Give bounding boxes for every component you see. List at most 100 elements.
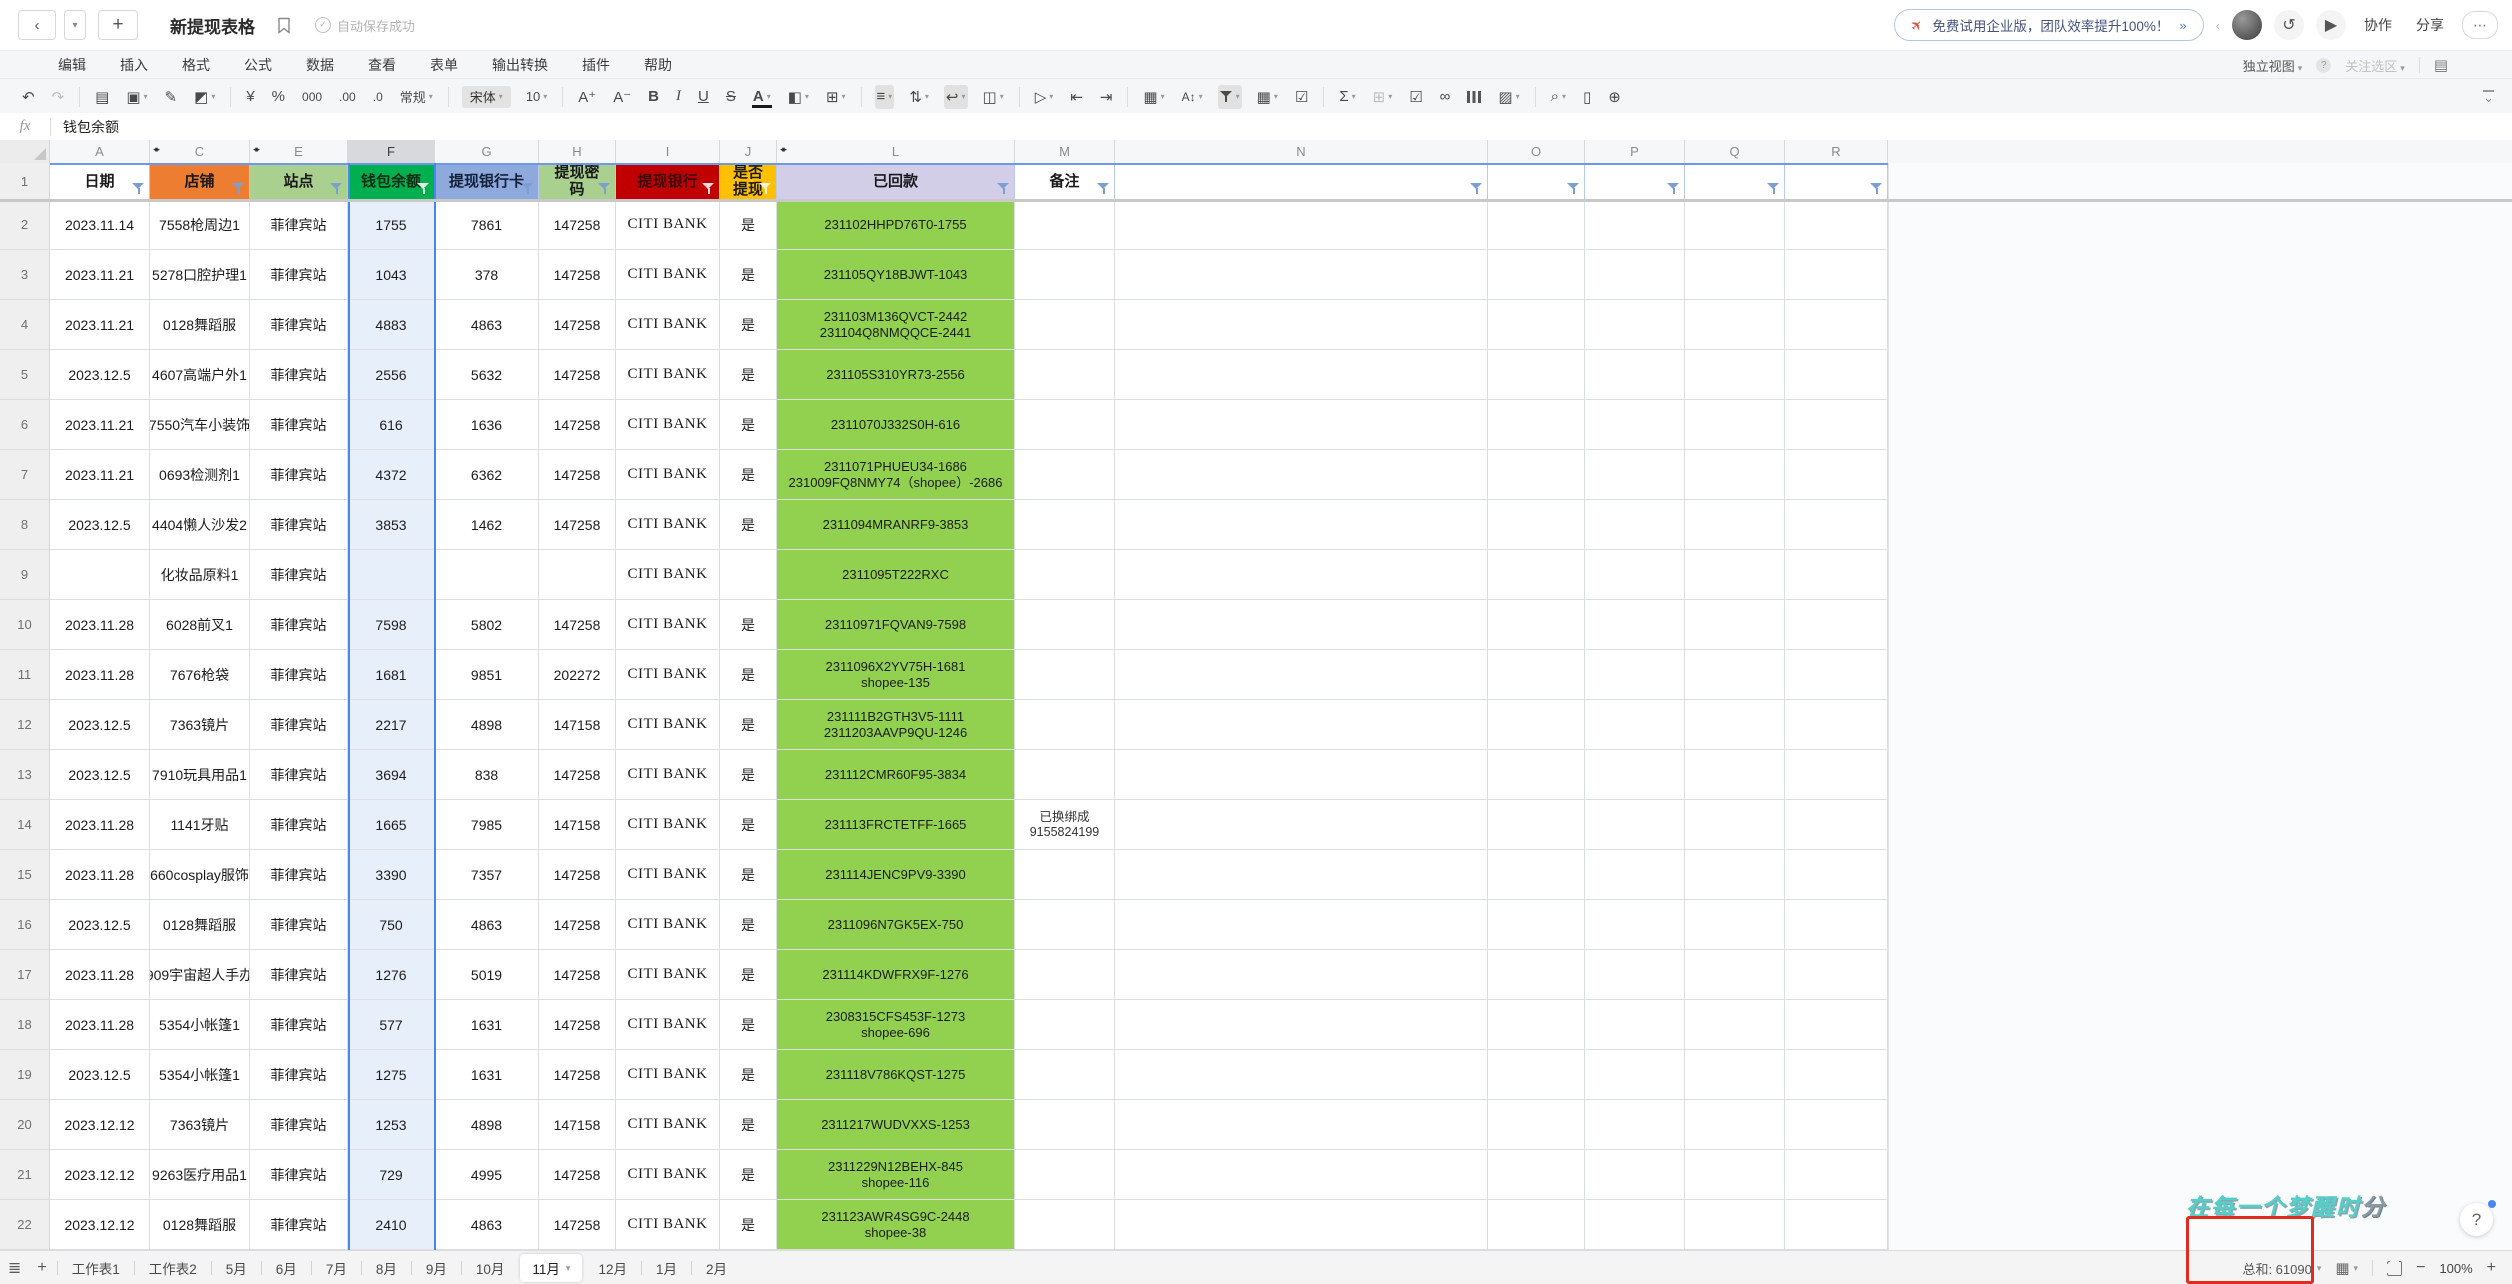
cell-L21[interactable]: 2311229N12BEHX-845 shopee-116 [777,1150,1015,1200]
cell-J11[interactable]: 是 [720,650,777,700]
borders-button[interactable]: ⊞ ▾ [825,88,846,106]
cell-P2[interactable] [1585,200,1685,250]
help-badge-icon[interactable]: ? [2316,57,2332,73]
sheet-tab-8月[interactable]: 8月 [375,1262,397,1277]
menu-view[interactable]: 查看 [368,57,396,73]
menu-export-convert[interactable]: 输出转换 [492,57,548,73]
column-header-C[interactable]: C ◂▸ [150,140,260,163]
cell-E3[interactable]: 菲律宾站 [250,250,348,300]
cell-N9[interactable] [1115,550,1488,600]
cell-G19[interactable]: 1631 [435,1050,539,1100]
cell-O21[interactable] [1488,1150,1585,1200]
cell-Q16[interactable] [1685,900,1785,950]
cell-L9[interactable]: 2311095T222RXC [777,550,1015,600]
cell-A10[interactable]: 2023.11.28 [50,600,150,650]
cell-G15[interactable]: 7357 [435,850,539,900]
cell-N18[interactable] [1115,1000,1488,1050]
zoom-in-button[interactable]: + [2486,1259,2496,1276]
cell-C11[interactable]: 7676枪袋 [150,650,250,700]
cell-R22[interactable] [1785,1200,1888,1250]
cell-I16[interactable]: CITI BANK [616,900,720,950]
cell-E9[interactable]: 菲律宾站 [250,550,348,600]
cell-A12[interactable]: 2023.12.5 [50,700,150,750]
sheet-tab-1月[interactable]: 1月 [655,1262,677,1277]
cell-I14[interactable]: CITI BANK [616,800,720,850]
comment-panel-icon[interactable]: ▤ [2433,57,2448,74]
cell-P8[interactable] [1585,500,1685,550]
cell-L2[interactable]: 231102HHPD76T0-1755 [777,200,1015,250]
promo-banner[interactable]: ✈ 免费试用企业版，团队效率提升100%！ » [1893,9,2204,41]
redo-button[interactable]: ↷ [51,88,65,106]
cell-G9[interactable] [435,550,539,600]
cell-P22[interactable] [1585,1200,1685,1250]
cell-G16[interactable]: 4863 [435,900,539,950]
column-header-G[interactable]: G [435,140,539,163]
cell-N5[interactable] [1115,350,1488,400]
cell-R13[interactable] [1785,750,1888,800]
cell-P12[interactable] [1585,700,1685,750]
menu-help[interactable]: 帮助 [644,57,672,73]
avatar[interactable] [2232,10,2262,40]
cell-G7[interactable]: 6362 [435,450,539,500]
cell-E8[interactable]: 菲律宾站 [250,500,348,550]
cell-M6[interactable] [1015,400,1115,450]
cell-M21[interactable] [1015,1150,1115,1200]
cell-G14[interactable]: 7985 [435,800,539,850]
sheet-tab-9月[interactable]: 9月 [425,1262,447,1277]
cell-M4[interactable] [1015,300,1115,350]
cell-M10[interactable] [1015,600,1115,650]
cell-N21[interactable] [1115,1150,1488,1200]
format-painter-button[interactable]: ✎ [164,88,178,106]
cell-O4[interactable] [1488,300,1585,350]
horizontal-align-button[interactable]: ≡ ▾ [874,84,895,109]
find-replace-button[interactable]: ⌕ ▾ [1550,88,1566,105]
cell-M14[interactable]: 已换绑成 9155824199 [1015,800,1115,850]
cell-H6[interactable]: 147258 [539,400,616,450]
cell-L14[interactable]: 231113FRCTETFF-1665 [777,800,1015,850]
filter-button[interactable]: ▾ [1217,84,1242,109]
sheet-tab-工作表1[interactable]: 工作表1 [71,1262,120,1277]
row-header-8[interactable]: 8 [0,500,50,550]
fill-color-button[interactable]: ◧ ▾ [787,88,809,106]
font-size-dropdown[interactable]: 10 ▾ [525,89,548,104]
cell-A18[interactable]: 2023.11.28 [50,1000,150,1050]
cell-C12[interactable]: 7363镜片 [150,700,250,750]
filter-funnel-icon[interactable] [1097,183,1110,195]
column-header-O[interactable]: O [1488,140,1585,163]
cell-J3[interactable]: 是 [720,250,777,300]
cell-A13[interactable]: 2023.12.5 [50,750,150,800]
cell-F15[interactable]: 3390 [348,850,435,900]
cell-L17[interactable]: 231114KDWFRX9F-1276 [777,950,1015,1000]
cell-H10[interactable]: 147258 [539,600,616,650]
cell-I22[interactable]: CITI BANK [616,1200,720,1250]
cell-P17[interactable] [1585,950,1685,1000]
cell-C14[interactable]: 1141牙贴 [150,800,250,850]
cell-C16[interactable]: 0128舞蹈服 [150,900,250,950]
cell-H12[interactable]: 147158 [539,700,616,750]
column-header-H[interactable]: H [539,140,616,163]
cell-Q7[interactable] [1685,450,1785,500]
cell-N20[interactable] [1115,1100,1488,1150]
cell-E11[interactable]: 菲律宾站 [250,650,348,700]
hidden-columns-indicator[interactable]: ◂▸ [252,144,260,154]
cell-E20[interactable]: 菲律宾站 [250,1100,348,1150]
freeze-panes-button[interactable]: ▦ ▾ [1143,88,1165,106]
zoom-out-button[interactable]: − [2416,1259,2426,1276]
cell-P20[interactable] [1585,1100,1685,1150]
row-header-11[interactable]: 11 [0,650,50,700]
cell-R21[interactable] [1785,1150,1888,1200]
cell-C1[interactable]: 店铺 [150,163,250,200]
cell-C9[interactable]: 化妆品原料1 [150,550,250,600]
cell-M5[interactable] [1015,350,1115,400]
row-header-6[interactable]: 6 [0,400,50,450]
back-button[interactable]: ‹ [18,10,56,40]
cell-I7[interactable]: CITI BANK [616,450,720,500]
strikethrough-button[interactable]: S [725,88,736,105]
cell-I20[interactable]: CITI BANK [616,1100,720,1150]
row-header-5[interactable]: 5 [0,350,50,400]
filter-funnel-icon[interactable] [1870,183,1883,195]
cell-R7[interactable] [1785,450,1888,500]
fullscreen-icon[interactable] [2386,1259,2403,1276]
font-name-dropdown[interactable]: 宋体 ▾ [461,85,511,108]
cell-F1[interactable]: 钱包余额 [348,163,435,200]
